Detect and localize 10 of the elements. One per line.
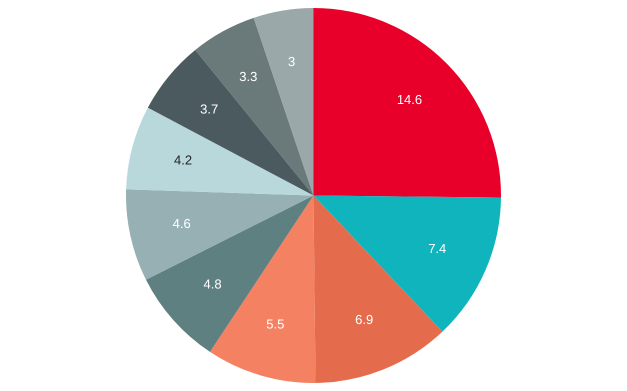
data-label: 6.9 xyxy=(355,312,374,328)
data-label: 3.7 xyxy=(200,101,218,116)
data-label: 5.5 xyxy=(266,316,284,332)
data-label: 4.6 xyxy=(172,216,191,232)
data-label: 3.3 xyxy=(239,68,258,84)
data-label: 3 xyxy=(288,54,296,69)
data-label: 14.6 xyxy=(396,92,422,108)
data-label: 4.2 xyxy=(174,152,192,168)
data-label: 7.4 xyxy=(428,241,446,256)
data-label: 4.8 xyxy=(203,276,222,292)
